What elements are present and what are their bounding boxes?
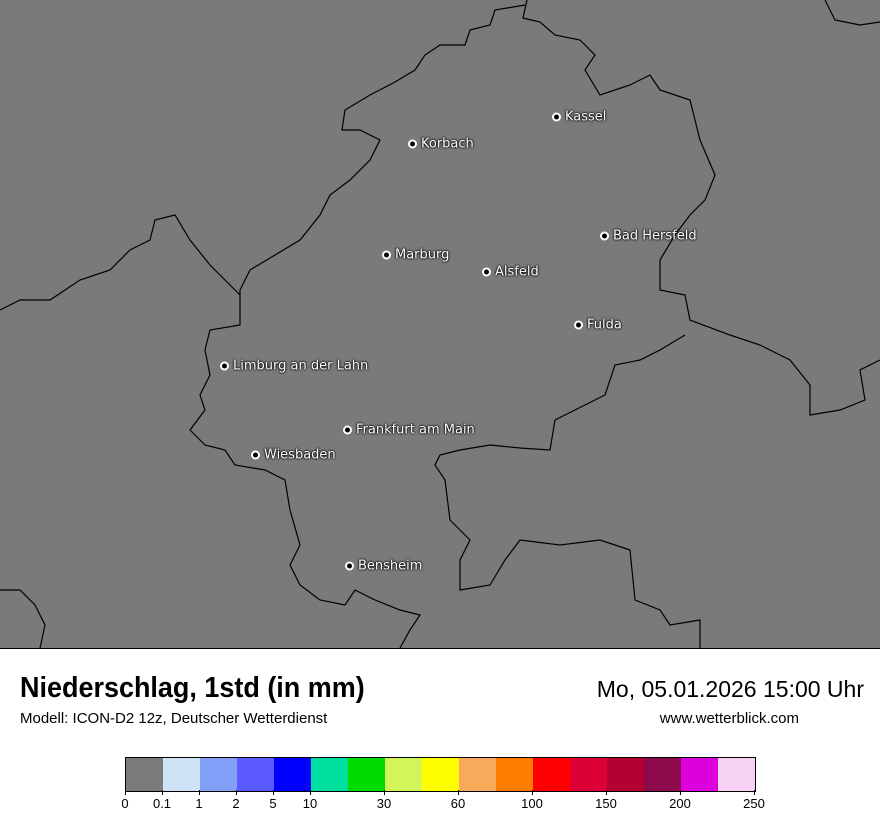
city-label: Korbach bbox=[421, 136, 474, 152]
city-marker: Limburg an der Lahn bbox=[220, 359, 368, 374]
tick-mark bbox=[273, 790, 274, 795]
legend-swatch bbox=[237, 758, 274, 791]
tick-label: 5 bbox=[269, 796, 277, 811]
tick-mark bbox=[199, 790, 200, 795]
tick-mark bbox=[384, 790, 385, 795]
border-lines bbox=[0, 0, 880, 648]
city-marker: Bad Hersfeld bbox=[600, 229, 697, 244]
city-dot-icon bbox=[482, 267, 491, 277]
city-dot-icon bbox=[552, 112, 561, 122]
state-border-hesse bbox=[522, 0, 880, 416]
state-border-hesse-west bbox=[189, 4, 526, 648]
forecast-datetime: Mo, 05.01.2026 15:00 Uhr bbox=[596, 676, 864, 702]
tick-label: 100 bbox=[521, 796, 543, 811]
tick-mark bbox=[162, 790, 163, 795]
legend-swatch bbox=[607, 758, 644, 791]
legend-swatch bbox=[718, 758, 755, 791]
legend-swatch bbox=[459, 758, 496, 791]
legend-swatch bbox=[570, 758, 607, 791]
tick-mark bbox=[680, 790, 681, 795]
city-marker: Fulda bbox=[574, 318, 622, 333]
city-marker: Marburg bbox=[382, 248, 449, 263]
state-border-hesse-south bbox=[434, 334, 701, 648]
city-marker: Korbach bbox=[408, 137, 474, 152]
city-marker: Alsfeld bbox=[482, 265, 539, 280]
legend-swatch bbox=[126, 758, 163, 791]
color-legend bbox=[125, 757, 756, 792]
legend-swatch bbox=[496, 758, 533, 791]
precipitation-map: Kassel Korbach Bad Hersfeld Marburg Alsfeld F… bbox=[0, 0, 880, 649]
city-marker: Frankfurt am Main bbox=[343, 423, 475, 438]
website-link[interactable]: www.wetterblick.com bbox=[659, 710, 799, 727]
tick-mark bbox=[606, 790, 607, 795]
city-dot-icon bbox=[345, 561, 354, 571]
city-label: Bad Hersfeld bbox=[613, 228, 697, 244]
tick-label: 2 bbox=[232, 796, 240, 811]
border-northeast bbox=[824, 0, 880, 26]
city-dot-icon bbox=[251, 450, 260, 460]
legend-swatch bbox=[163, 758, 200, 791]
legend-swatch bbox=[274, 758, 311, 791]
tick-label: 30 bbox=[376, 796, 392, 811]
city-marker: Kassel bbox=[552, 110, 606, 125]
tick-label: 250 bbox=[743, 796, 765, 811]
tick-mark bbox=[236, 790, 237, 795]
tick-label: 0 bbox=[121, 796, 129, 811]
tick-mark bbox=[754, 790, 755, 795]
legend-swatch bbox=[200, 758, 237, 791]
city-label: Marburg bbox=[395, 247, 450, 263]
border-southwest bbox=[0, 589, 46, 648]
city-dot-icon bbox=[343, 425, 352, 435]
legend-swatch bbox=[681, 758, 718, 791]
tick-mark bbox=[458, 790, 459, 795]
legend-swatch bbox=[311, 758, 348, 791]
tick-mark bbox=[310, 790, 311, 795]
legend-swatch bbox=[644, 758, 681, 791]
city-label: Bensheim bbox=[358, 558, 423, 574]
legend-swatch bbox=[422, 758, 459, 791]
state-border-west bbox=[0, 214, 241, 311]
city-dot-icon bbox=[600, 231, 609, 241]
legend-swatch bbox=[385, 758, 422, 791]
city-label: Kassel bbox=[565, 109, 607, 125]
city-dot-icon bbox=[220, 361, 229, 371]
tick-label: 150 bbox=[595, 796, 617, 811]
city-dot-icon bbox=[382, 250, 391, 260]
tick-label: 60 bbox=[450, 796, 466, 811]
tick-label: 10 bbox=[302, 796, 318, 811]
city-label: Wiesbaden bbox=[264, 447, 336, 463]
city-label: Limburg an der Lahn bbox=[233, 358, 369, 374]
city-dot-icon bbox=[574, 320, 583, 330]
tick-label: 1 bbox=[195, 796, 203, 811]
city-label: Frankfurt am Main bbox=[356, 422, 475, 438]
city-marker: Wiesbaden bbox=[251, 448, 336, 463]
tick-mark bbox=[532, 790, 533, 795]
model-info: Modell: ICON-D2 12z, Deutscher Wetterdie… bbox=[20, 710, 328, 727]
legend-swatch bbox=[533, 758, 570, 791]
city-marker: Bensheim bbox=[345, 559, 422, 574]
map-title: Niederschlag, 1std (in mm) bbox=[20, 672, 365, 704]
city-dot-icon bbox=[408, 139, 417, 149]
tick-mark bbox=[125, 790, 126, 795]
city-label: Alsfeld bbox=[495, 264, 539, 280]
tick-label: 200 bbox=[669, 796, 691, 811]
tick-label: 0.1 bbox=[152, 796, 172, 811]
legend-swatch bbox=[348, 758, 385, 791]
city-label: Fulda bbox=[587, 317, 622, 333]
